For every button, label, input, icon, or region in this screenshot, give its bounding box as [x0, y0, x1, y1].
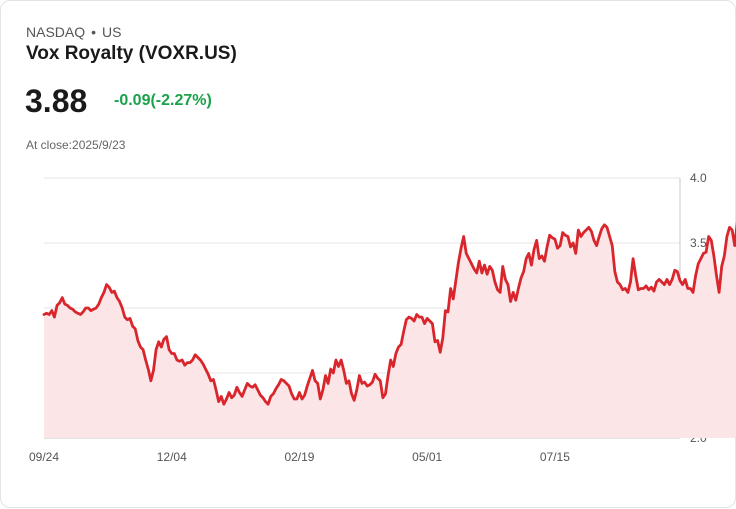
y-tick-label: 3.5 [690, 236, 707, 250]
exchange-row: NASDAQ • US [26, 24, 121, 40]
market-label: US [102, 24, 122, 40]
x-tick-label: 07/15 [540, 450, 570, 464]
exchange-label: NASDAQ [26, 24, 86, 40]
last-price: 3.88 [25, 83, 88, 119]
separator-dot: • [91, 24, 97, 40]
close-info: At close:2025/9/23 [26, 138, 125, 152]
close-date: 2025/9/23 [72, 138, 126, 152]
x-tick-label: 12/04 [157, 450, 187, 464]
stock-title: Vox Royalty (VOXR.US) [26, 43, 237, 64]
x-tick-label: 02/19 [284, 450, 314, 464]
close-label: At close: [26, 138, 73, 152]
price-area [44, 224, 736, 438]
x-tick-label: 05/01 [412, 450, 442, 464]
y-tick-label: 4.0 [690, 171, 707, 185]
price-change: -0.09(-2.27%) [114, 92, 212, 109]
price-line [42, 221, 736, 406]
x-tick-label: 09/24 [29, 450, 59, 464]
